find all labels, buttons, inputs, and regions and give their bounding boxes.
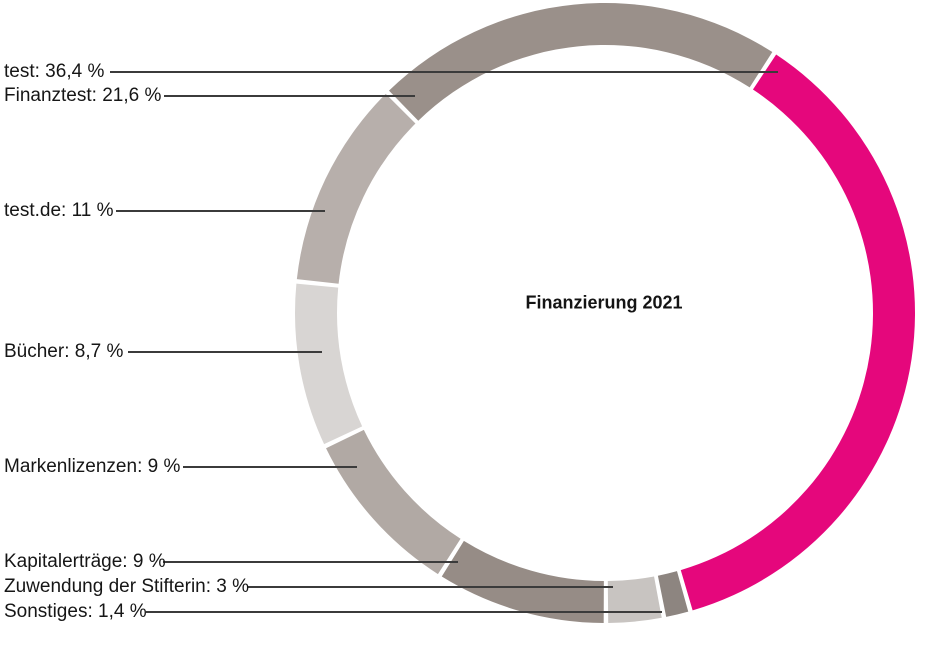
- segment-label-zuwendung-der-stifterin: Zuwendung der Stifterin: 3 %: [4, 576, 250, 597]
- segment-label-sonstiges: Sonstiges: 1,4 %: [4, 601, 147, 622]
- leader-line-finanztest: [164, 95, 415, 97]
- donut-segment-zuwendung-der-stifterin: [607, 576, 662, 623]
- segment-label-finanztest: Finanztest: 21,6 %: [4, 85, 162, 106]
- donut-segment-markenlizenzen: [326, 429, 461, 575]
- donut-segment-finanztest: [388, 3, 773, 121]
- leader-line-bücher: [128, 351, 322, 353]
- donut-segment-test: [680, 54, 916, 611]
- leader-line-markenlizenzen: [183, 466, 357, 468]
- leader-line-test: [110, 71, 778, 73]
- chart-title: Finanzierung 2021: [525, 292, 683, 313]
- segment-label-kapitalerträge: Kapitalerträge: 9 %: [4, 551, 166, 572]
- leader-line-test-de: [116, 210, 325, 212]
- leader-line-kapitalerträge: [163, 561, 458, 563]
- segment-label-markenlizenzen: Markenlizenzen: 9 %: [4, 456, 181, 477]
- segment-label-test: test: 36,4 %: [4, 61, 105, 82]
- segment-label-bücher: Bücher: 8,7 %: [4, 341, 124, 362]
- donut-segment-sonstiges: [657, 571, 689, 617]
- leader-line-zuwendung-der-stifterin: [247, 586, 613, 588]
- segment-label-test-de: test.de: 11 %: [4, 200, 114, 221]
- donut-segment-bücher: [294, 283, 363, 445]
- donut-segment-kapitalerträge: [441, 540, 604, 623]
- donut-segment-test-de: [296, 93, 416, 284]
- leader-line-sonstiges: [146, 611, 662, 613]
